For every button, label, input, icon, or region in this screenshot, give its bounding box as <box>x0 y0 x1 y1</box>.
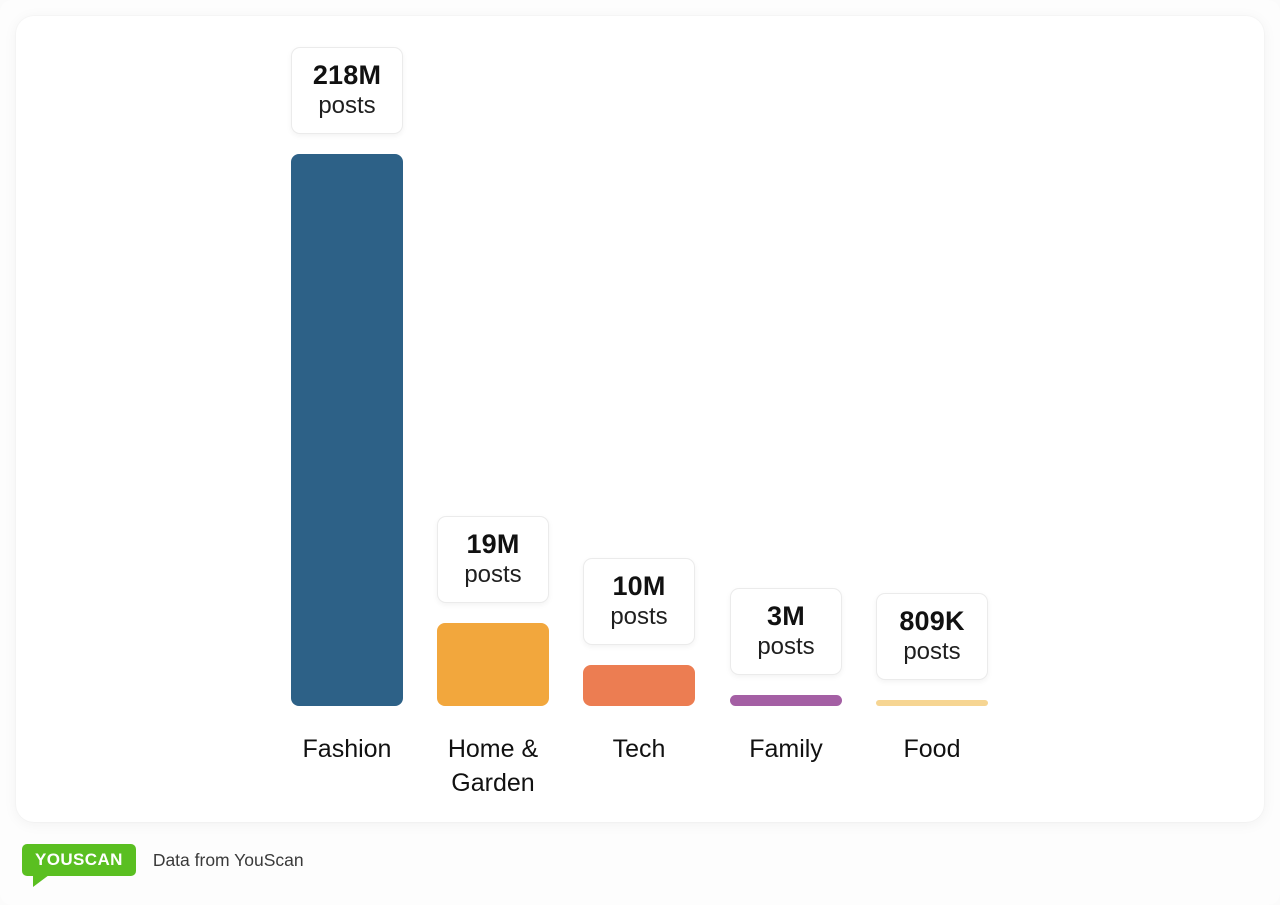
chart-column-tech: 10M posts <box>583 557 695 706</box>
value-label: 3M <box>767 600 805 631</box>
axis-label-home-garden: Home & Garden <box>447 735 539 797</box>
bar-family <box>730 695 842 706</box>
value-label-box: 10M posts <box>583 557 695 645</box>
axis-label-tech: Tech <box>612 735 666 763</box>
value-label-box: 809K posts <box>876 592 988 680</box>
bar-food <box>876 700 988 706</box>
value-label-box: 218M posts <box>291 46 403 134</box>
value-label-box: 19M posts <box>437 515 549 603</box>
value-label: 809K <box>899 605 965 636</box>
bar-home-garden <box>437 623 549 706</box>
youscan-logo-text: YOUSCAN <box>35 850 123 869</box>
value-unit: posts <box>903 638 961 665</box>
value-label: 19M <box>466 528 520 559</box>
value-label-box: 3M posts <box>730 587 842 675</box>
value-label: 10M <box>612 570 666 601</box>
axis-label-fashion: Fashion <box>302 735 392 763</box>
chart-column-home-garden: 19M posts <box>437 515 549 706</box>
youscan-logo-tail-icon <box>33 875 49 887</box>
bar-fashion <box>291 154 403 706</box>
chart-card: 218M posts 19M posts 10M posts <box>16 16 1264 822</box>
value-label: 218M <box>312 59 382 90</box>
youscan-logo: YOUSCAN <box>22 844 136 887</box>
footer: YOUSCAN Data from YouScan <box>22 844 304 887</box>
value-unit: posts <box>464 561 522 588</box>
attribution-text: Data from YouScan <box>152 849 304 870</box>
chart-column-family: 3M posts <box>730 587 842 706</box>
value-unit: posts <box>757 633 815 660</box>
value-unit: posts <box>318 92 376 119</box>
chart-column-fashion: 218M posts <box>291 46 403 706</box>
axis-label-food: Food <box>903 735 961 763</box>
bar-tech <box>583 665 695 706</box>
chart-column-food: 809K posts <box>876 592 988 706</box>
bar-chart: 218M posts 19M posts 10M posts <box>16 16 1264 822</box>
value-unit: posts <box>610 603 668 630</box>
axis-label-family: Family <box>749 735 823 763</box>
